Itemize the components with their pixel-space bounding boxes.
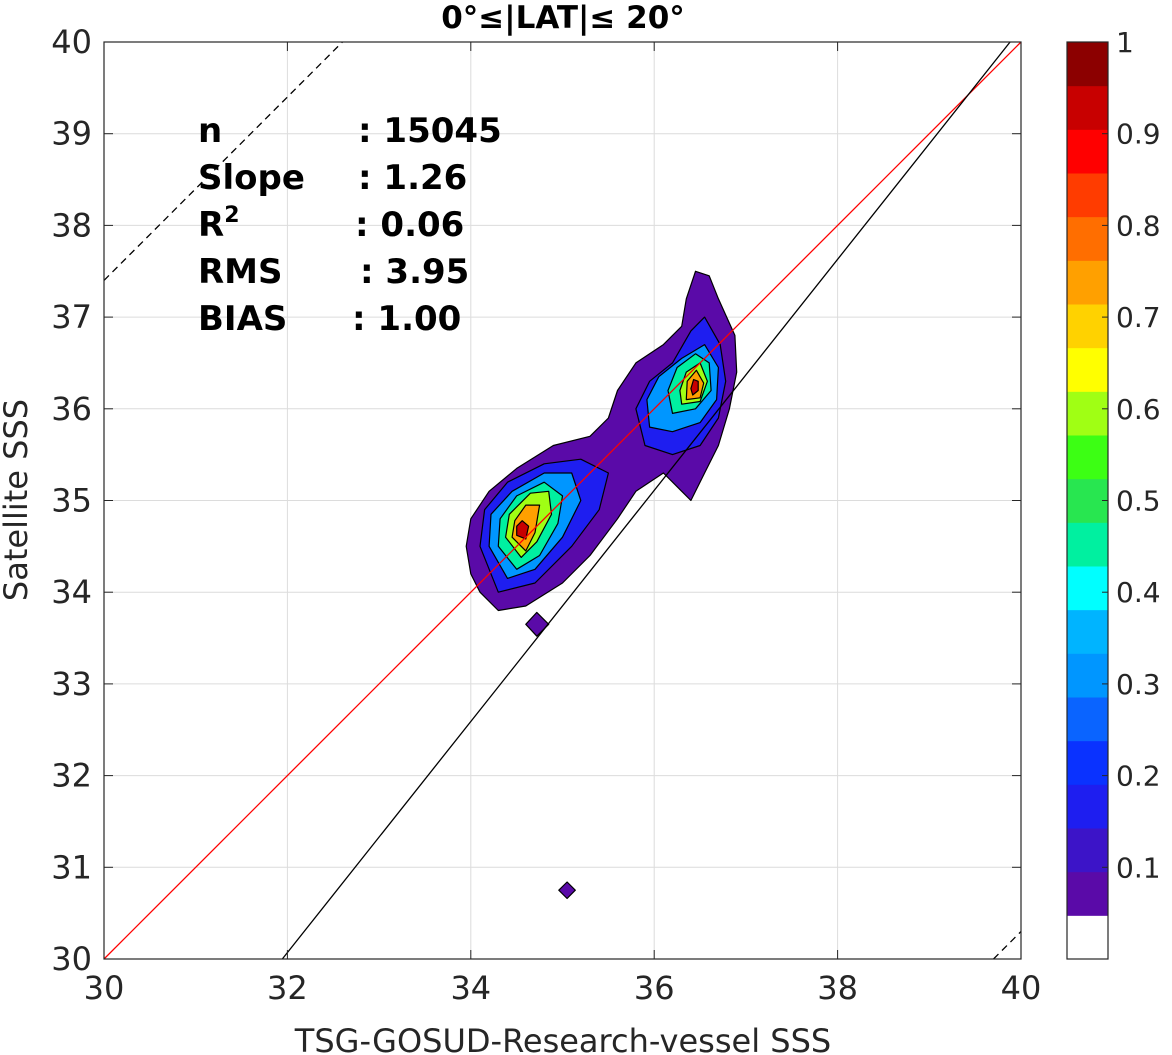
x-tick-label-5: 40	[1001, 969, 1042, 1007]
colorbar-band-0	[1067, 915, 1108, 960]
colorbar-tick-label-7: 0.8	[1116, 209, 1161, 242]
stat-label-4: BIAS	[198, 299, 287, 339]
colorbar-band-1	[1067, 871, 1108, 916]
stat-value-2: : 0.06	[355, 205, 464, 245]
colorbar-band-7	[1067, 609, 1108, 654]
contour-level-0.95-upper	[690, 378, 699, 396]
colorbar-band-5	[1067, 697, 1108, 742]
colorbar-band-10	[1067, 478, 1108, 523]
line-lower-dashed	[993, 931, 1022, 960]
stat-value-3: : 3.95	[360, 252, 469, 292]
colorbar-tick-label-3: 0.4	[1116, 576, 1161, 609]
y-tick-label-0: 30	[51, 940, 92, 978]
x-axis-label: TSG-GOSUD-Research-vessel SSS	[294, 1022, 831, 1055]
density-contours	[465, 270, 738, 900]
stat-label-3: RMS	[198, 252, 283, 292]
x-tick-label-3: 36	[634, 969, 675, 1007]
y-tick-label-9: 39	[51, 115, 92, 153]
colorbar-band-14	[1067, 304, 1108, 349]
stat-superscript-2: 2	[224, 203, 239, 228]
y-tick-label-8: 38	[51, 206, 92, 244]
stats-box: n : 15045 Slope : 1.26 R2 : 0.06 RMS : 3.95 BIAS…	[198, 111, 502, 339]
y-tick-label-3: 33	[51, 665, 92, 703]
line-one-to-one	[103, 41, 1022, 960]
colorbar-tick-label-9: 1	[1116, 26, 1134, 59]
colorbar-band-13	[1067, 347, 1108, 392]
colorbar-band-11	[1067, 435, 1108, 480]
y-tick-label-1: 31	[51, 848, 92, 886]
chart-title: 0°≤|LAT|≤ 20°	[441, 0, 685, 36]
colorbar-tick-label-0: 0.1	[1116, 851, 1161, 884]
colorbar-band-9	[1067, 522, 1108, 567]
colorbar-band-19	[1067, 85, 1108, 130]
colorbar-band-6	[1067, 653, 1108, 698]
colorbar-band-18	[1067, 129, 1108, 174]
colorbar-tick-label-8: 0.9	[1116, 118, 1161, 151]
y-tick-label-6: 36	[51, 390, 92, 428]
y-tick-label-10: 40	[51, 23, 92, 61]
colorbar: 0.1 0.2 0.3 0.4 0.5 0.6 0.7 0.8 0.9 1	[1066, 26, 1161, 960]
stat-value-0: : 15045	[358, 111, 502, 151]
y-tick-label-2: 32	[51, 757, 92, 795]
x-tick-label-0: 30	[84, 969, 125, 1007]
line-regression	[281, 41, 1011, 960]
y-tick-label-7: 37	[51, 298, 92, 336]
y-axis-label: Satellite SSS	[0, 399, 35, 601]
reference-lines	[103, 41, 1022, 960]
colorbar-band-2	[1067, 828, 1108, 873]
line-upper-dashed	[103, 41, 343, 281]
colorbar-tick-label-5: 0.6	[1116, 393, 1161, 426]
stat-label-0: n	[198, 111, 222, 151]
colorbar-tick-label-1: 0.2	[1116, 760, 1161, 793]
y-tick-label-5: 35	[51, 482, 92, 520]
x-tick-label-2: 34	[450, 969, 491, 1007]
colorbar-band-4	[1067, 740, 1108, 785]
colorbar-band-16	[1067, 216, 1108, 261]
stat-value-4: : 1.00	[352, 299, 461, 339]
axis-ticks: 30 32 34 36 38 40 30 31 32 33 34 35 36 37 38 39 40	[51, 23, 1041, 1007]
stat-value-1: : 1.26	[358, 158, 467, 198]
colorbar-band-8	[1067, 566, 1108, 611]
colorbar-band-15	[1067, 260, 1108, 305]
stat-label-2: R2	[198, 203, 240, 245]
y-tick-label-4: 34	[51, 573, 92, 611]
colorbar-band-3	[1067, 784, 1108, 829]
colorbar-band-20	[1067, 42, 1108, 87]
colorbar-band-17	[1067, 173, 1108, 218]
colorbar-band-12	[1067, 391, 1108, 436]
colorbar-tick-label-2: 0.3	[1116, 668, 1161, 701]
contour-level-0.05-island-b	[558, 881, 576, 900]
x-tick-label-1: 32	[267, 969, 308, 1007]
colorbar-tick-label-6: 0.7	[1116, 301, 1161, 334]
x-tick-label-4: 38	[817, 969, 858, 1007]
contour-level-0.05-island-a	[525, 611, 550, 637]
stat-label-1: Slope	[198, 158, 305, 198]
colorbar-tick-label-4: 0.5	[1116, 485, 1161, 518]
